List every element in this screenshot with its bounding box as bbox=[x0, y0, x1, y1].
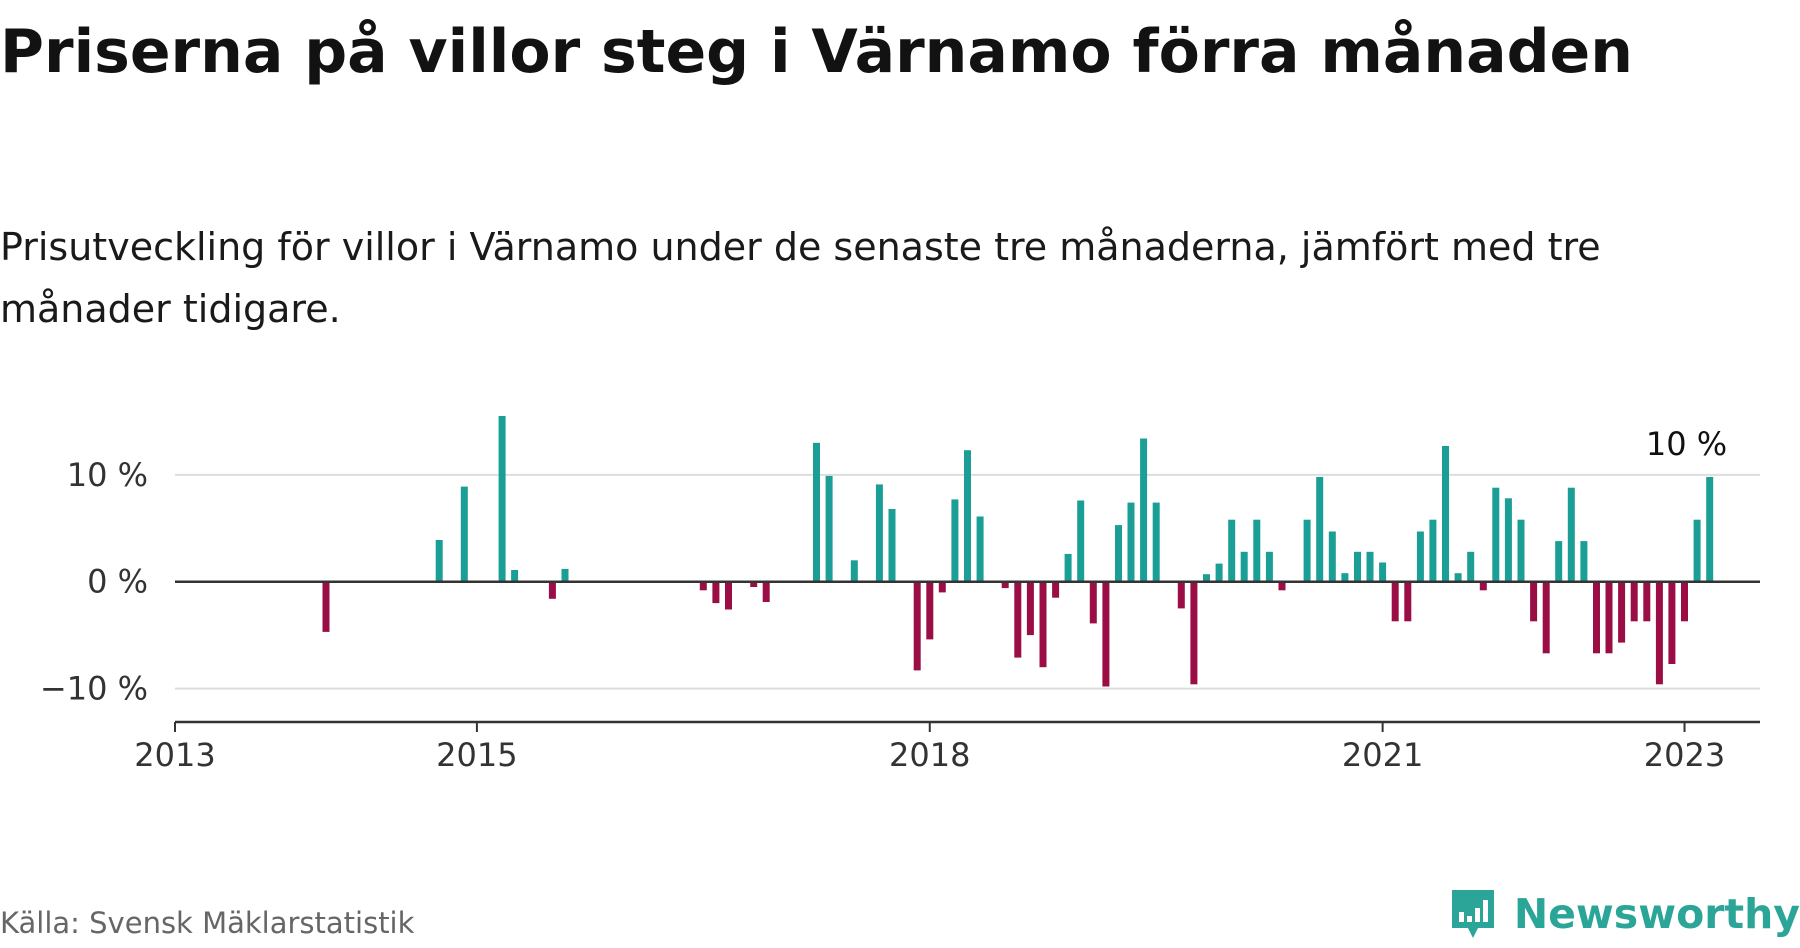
bar bbox=[1026, 581, 1034, 636]
bar bbox=[1442, 446, 1449, 582]
y-tick-label: 10 % bbox=[67, 456, 148, 494]
bar bbox=[1064, 553, 1072, 582]
bar bbox=[1567, 487, 1575, 582]
bar bbox=[762, 581, 770, 602]
bar bbox=[1316, 477, 1324, 582]
bar bbox=[1655, 581, 1663, 685]
bar bbox=[1504, 498, 1512, 582]
bar bbox=[1454, 573, 1462, 582]
brand-name: Newsworthy bbox=[1513, 890, 1800, 938]
bar bbox=[1391, 581, 1399, 622]
bar bbox=[1341, 573, 1349, 582]
bar bbox=[888, 509, 896, 582]
labels: 10 % 0 % −10 % 2013 2015 2018 2021 2023 10 % bbox=[40, 425, 1727, 774]
bar bbox=[1052, 581, 1060, 598]
bar bbox=[1228, 519, 1236, 582]
bar bbox=[1404, 581, 1412, 622]
bar bbox=[548, 581, 556, 599]
y-tick-label: −10 % bbox=[40, 670, 148, 708]
last-value-label: 10 % bbox=[1646, 425, 1727, 463]
bar bbox=[1366, 551, 1374, 582]
bar bbox=[1140, 438, 1148, 582]
bar bbox=[1354, 551, 1361, 582]
bar bbox=[1115, 525, 1122, 582]
bar bbox=[1605, 581, 1613, 654]
bar bbox=[850, 560, 858, 582]
brand[interactable]: Newsworthy bbox=[1448, 886, 1800, 942]
x-tick-label: 2015 bbox=[436, 736, 517, 774]
bar bbox=[926, 581, 934, 640]
bar bbox=[1593, 581, 1600, 654]
bar bbox=[1479, 581, 1487, 591]
bar bbox=[1265, 551, 1273, 582]
newsworthy-logo-icon bbox=[1451, 890, 1494, 938]
bar bbox=[1328, 531, 1336, 582]
bar bbox=[1429, 519, 1437, 582]
bar bbox=[825, 475, 833, 582]
bar bbox=[699, 581, 707, 591]
bar bbox=[1127, 502, 1135, 582]
bar bbox=[951, 499, 959, 582]
bar bbox=[1630, 581, 1638, 622]
bar bbox=[1643, 581, 1651, 622]
bar bbox=[1177, 581, 1185, 609]
bar bbox=[1618, 581, 1626, 643]
bar bbox=[1014, 581, 1022, 658]
bar bbox=[1580, 541, 1588, 582]
axes bbox=[174, 580, 1760, 732]
bar bbox=[1089, 581, 1097, 624]
bar bbox=[1303, 519, 1311, 582]
bar bbox=[1379, 562, 1387, 582]
bar bbox=[322, 581, 330, 632]
bar bbox=[1152, 502, 1160, 582]
chart-subtitle: Prisutveckling för villor i Värnamo unde… bbox=[0, 225, 1601, 331]
bar bbox=[1706, 477, 1714, 582]
bar bbox=[1039, 581, 1047, 668]
x-tick-label: 2023 bbox=[1644, 736, 1725, 774]
bar bbox=[435, 540, 443, 582]
bar bbox=[1102, 581, 1110, 687]
bar bbox=[561, 568, 569, 582]
bar bbox=[1668, 581, 1676, 664]
bar bbox=[1517, 519, 1525, 582]
bar bbox=[1542, 581, 1550, 654]
bar bbox=[1467, 551, 1475, 582]
bars bbox=[322, 416, 1714, 687]
x-tick-label: 2021 bbox=[1342, 736, 1423, 774]
bar bbox=[938, 581, 946, 593]
bar bbox=[460, 486, 468, 582]
bar bbox=[1215, 563, 1223, 582]
bar bbox=[913, 581, 921, 671]
bar bbox=[750, 581, 758, 587]
bar bbox=[1203, 574, 1210, 582]
source-note: Källa: Svensk Mäklarstatistik bbox=[0, 906, 415, 940]
bar bbox=[1240, 551, 1248, 582]
bar bbox=[976, 516, 984, 582]
bar-chart: 10 % 0 % −10 % 2013 2015 2018 2021 2023 10 % bbox=[40, 416, 1760, 774]
bar bbox=[498, 416, 506, 582]
bar bbox=[1530, 581, 1538, 622]
bar bbox=[1416, 531, 1424, 582]
chart-title: Priserna på villor steg i Värnamo förra … bbox=[0, 17, 1633, 87]
bar bbox=[1278, 581, 1286, 591]
bar bbox=[725, 581, 732, 610]
bar bbox=[1190, 581, 1198, 685]
bar bbox=[1693, 519, 1701, 582]
bar bbox=[875, 484, 883, 582]
y-tick-label: 0 % bbox=[87, 563, 148, 601]
x-tick-label: 2018 bbox=[889, 736, 970, 774]
bar bbox=[1555, 541, 1563, 582]
bar bbox=[1253, 519, 1261, 582]
bar bbox=[813, 442, 820, 582]
bar bbox=[712, 581, 720, 604]
x-tick-label: 2013 bbox=[134, 736, 215, 774]
bar bbox=[1681, 581, 1688, 622]
bar bbox=[1001, 581, 1009, 589]
bar bbox=[1492, 487, 1500, 582]
bar bbox=[964, 450, 971, 582]
bar bbox=[511, 570, 519, 582]
bar bbox=[1077, 500, 1085, 582]
